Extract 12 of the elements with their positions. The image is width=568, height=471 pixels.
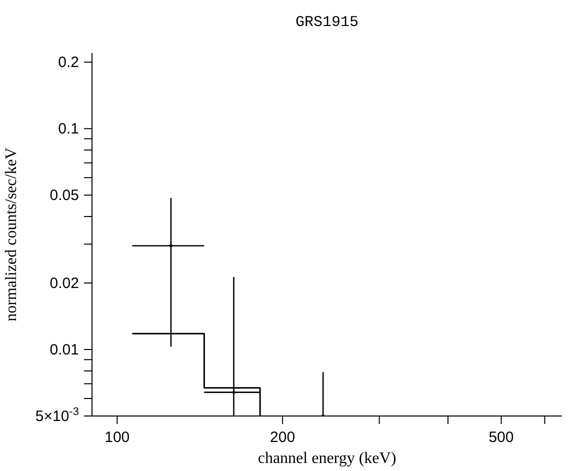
chart-title: GRS1915	[295, 14, 359, 31]
y-tick-label: 0.2	[58, 54, 79, 72]
y-tick-label: 0.01	[50, 342, 79, 359]
y-tick-label: 5×10$^{-3}$	[35, 406, 79, 425]
x-tick-label: 200	[270, 429, 296, 446]
y-tick-label: 0.02	[50, 275, 79, 292]
x-tick-label: 100	[104, 429, 130, 446]
y-tick-label: 0.1	[58, 120, 79, 138]
y-axis-title: normalized counts/sec/keV	[3, 147, 20, 322]
x-tick-label: 500	[488, 429, 514, 446]
y-tick-label: 0.05	[50, 187, 79, 204]
x-axis-title: channel energy (keV)	[258, 450, 396, 467]
